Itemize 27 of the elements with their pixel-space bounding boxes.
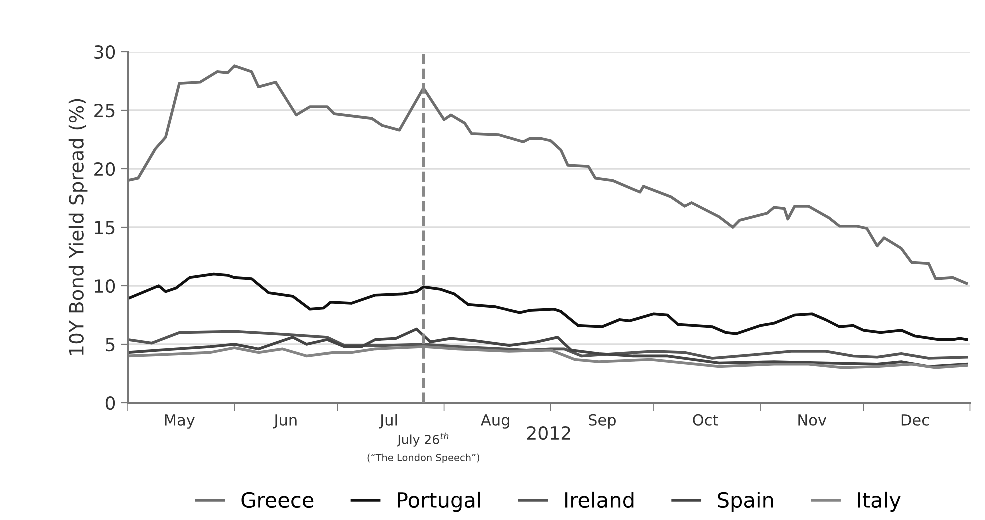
ref-line-label: July 26$^{th}$ (397, 432, 449, 447)
x-tick-label: Aug (481, 414, 510, 429)
y-tick-label: 10 (95, 279, 116, 294)
y-tick-label: 5 (106, 338, 115, 352)
x-tick-label: Nov (798, 414, 827, 426)
x-tick-label: Dec (902, 414, 930, 426)
legend-label: Ireland (566, 492, 634, 508)
line-series (128, 328, 968, 368)
x-tick-label: Jun (273, 414, 297, 429)
x-tick-label: Sep (589, 414, 616, 429)
x-tick-label: Oct (693, 414, 718, 426)
y-tick-label: 30 (94, 45, 116, 60)
legend-label: Greece (242, 492, 314, 508)
x-tick-label: May (165, 414, 195, 429)
text: (“The London Speech”) (368, 454, 480, 464)
y-axis-title: 10Y Bond Yield Spread (%) (68, 99, 88, 356)
legend-label: Spain (718, 492, 774, 512)
y-tick-label: 20 (94, 162, 116, 176)
legend-label: Italy (858, 492, 901, 512)
line-series (128, 330, 968, 360)
x-axis-title: 2012 (527, 426, 570, 440)
y-tick-label: 25 (94, 104, 115, 118)
y-tick-label: 15 (95, 221, 115, 235)
x-tick-label: Jul (379, 414, 398, 429)
line-series (128, 272, 968, 342)
y-tick-label: 0 (106, 396, 116, 410)
legend-label: Portugal (398, 492, 480, 512)
